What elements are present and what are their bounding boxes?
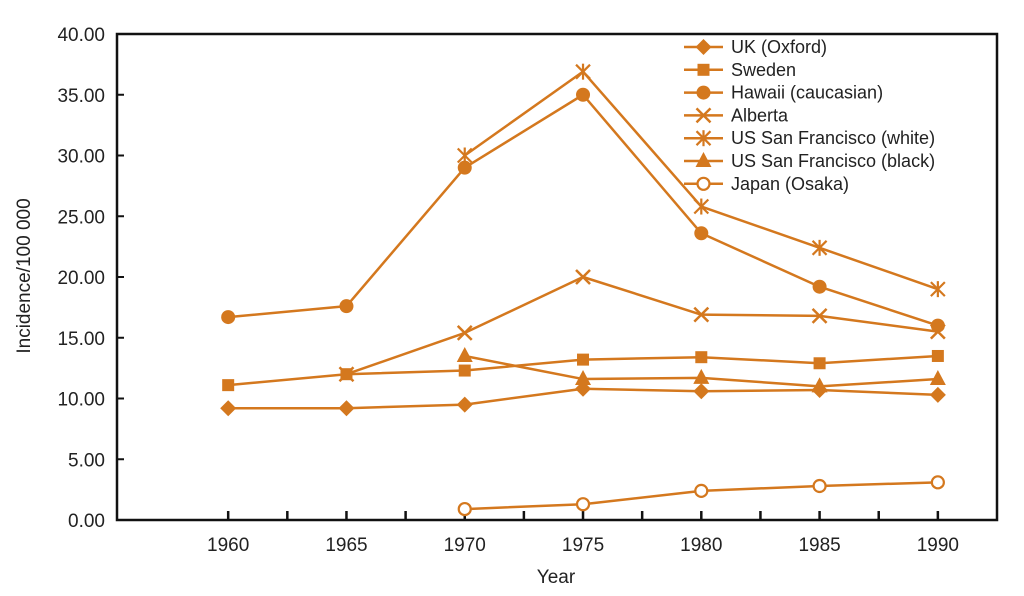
y-tick-label: 0.00 bbox=[68, 511, 105, 532]
axes: 0.00 5.00 10.00 15.00 20.00 25.00 30.00 35.00 40… bbox=[57, 25, 999, 556]
legend-item: Sweden bbox=[684, 60, 796, 80]
series-us-san-francisco-black bbox=[456, 346, 946, 393]
series-us-san-francisco-white bbox=[456, 63, 946, 298]
data-point bbox=[575, 269, 591, 285]
data-point bbox=[694, 483, 709, 498]
x-tick-label: 1980 bbox=[680, 535, 722, 556]
y-tick-label: 10.00 bbox=[57, 390, 105, 411]
data-point bbox=[456, 325, 473, 341]
legend-label: Hawaii (caucasian) bbox=[731, 83, 883, 103]
data-point bbox=[221, 310, 236, 325]
data-point bbox=[693, 368, 710, 384]
data-point bbox=[811, 377, 828, 393]
data-point bbox=[338, 400, 355, 417]
data-point bbox=[222, 379, 235, 392]
x-tick-label: 1975 bbox=[562, 535, 604, 556]
data-point bbox=[457, 501, 472, 517]
data-point bbox=[458, 364, 471, 377]
legend-label: Japan (Osaka) bbox=[731, 174, 849, 194]
x-axis-title: Year bbox=[537, 567, 576, 588]
legend-marker bbox=[695, 39, 712, 55]
x-tick-label: 1965 bbox=[325, 535, 367, 556]
data-point bbox=[456, 147, 473, 164]
y-tick-label: 15.00 bbox=[57, 329, 105, 350]
data-point bbox=[812, 478, 827, 494]
plot-frame bbox=[115, 32, 999, 522]
data-point bbox=[693, 306, 710, 323]
legend-marker bbox=[696, 85, 711, 100]
data-point bbox=[813, 357, 826, 370]
series-japan-osaka bbox=[457, 475, 945, 517]
legend-item: Alberta bbox=[684, 105, 789, 125]
data-point bbox=[930, 475, 945, 490]
data-point bbox=[695, 351, 708, 364]
data-point bbox=[456, 346, 473, 362]
data-point bbox=[338, 366, 355, 383]
legend-item: UK (Oxford) bbox=[684, 37, 827, 57]
data-point bbox=[457, 160, 472, 175]
data-point bbox=[931, 349, 944, 362]
series-hawaii-caucasian bbox=[221, 87, 945, 333]
legend-marker bbox=[695, 152, 712, 167]
data-point bbox=[693, 383, 710, 400]
data-point bbox=[575, 370, 592, 386]
legend-marker bbox=[697, 63, 710, 76]
data-point bbox=[575, 63, 591, 80]
x-tick-label: 1990 bbox=[917, 535, 959, 556]
x-tick-label: 1960 bbox=[207, 535, 249, 556]
legend-label: US San Francisco (black) bbox=[731, 151, 935, 171]
y-tick-label: 30.00 bbox=[57, 147, 105, 168]
series-line bbox=[346, 275, 939, 376]
legend-item: Japan (Osaka) bbox=[684, 174, 849, 194]
legend: UK (Oxford) Sweden Hawaii (caucasian)Alber… bbox=[684, 37, 935, 194]
y-tick-label: 40.00 bbox=[57, 25, 105, 46]
data-point bbox=[576, 87, 591, 102]
data-point bbox=[339, 299, 354, 314]
data-point bbox=[220, 400, 237, 417]
data-point bbox=[575, 497, 591, 512]
legend-marker bbox=[695, 130, 712, 147]
legend-marker bbox=[695, 107, 712, 124]
data-point bbox=[929, 323, 946, 340]
series-layer bbox=[220, 63, 946, 517]
legend-item: US San Francisco (white) bbox=[684, 128, 935, 148]
data-point bbox=[694, 226, 709, 241]
data-point bbox=[693, 198, 710, 215]
legend-item: Hawaii (caucasian) bbox=[684, 83, 883, 103]
data-point bbox=[456, 396, 473, 413]
data-point bbox=[929, 370, 946, 386]
y-tick-label: 35.00 bbox=[57, 86, 105, 107]
data-point bbox=[929, 386, 946, 403]
y-tick-label: 20.00 bbox=[57, 268, 105, 289]
y-axis-title: Incidence/100 000 bbox=[14, 198, 35, 353]
data-point bbox=[577, 353, 590, 366]
data-point bbox=[811, 307, 828, 324]
legend-label: UK (Oxford) bbox=[731, 37, 827, 57]
legend-label: Alberta bbox=[731, 105, 789, 125]
x-tick-label: 1985 bbox=[798, 535, 840, 556]
data-point bbox=[930, 281, 946, 298]
legend-marker bbox=[696, 176, 711, 191]
legend-item: US San Francisco (black) bbox=[684, 151, 935, 171]
series-alberta bbox=[338, 269, 946, 383]
x-tick-label: 1970 bbox=[444, 535, 486, 556]
y-tick-label: 5.00 bbox=[68, 450, 105, 471]
data-point bbox=[811, 239, 828, 256]
y-tick-label: 25.00 bbox=[57, 207, 105, 228]
legend-label: US San Francisco (white) bbox=[731, 128, 935, 148]
data-point bbox=[812, 279, 827, 294]
legend-label: Sweden bbox=[731, 60, 796, 80]
